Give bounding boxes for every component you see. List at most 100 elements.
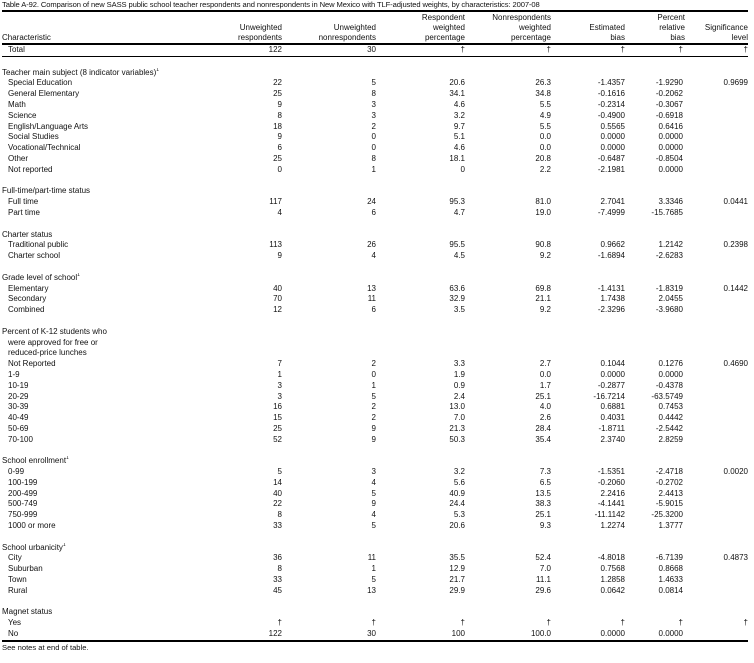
cell-unweighted-respondents: 122 [202,629,282,642]
cell-estimated-bias: 1.7438 [600,294,625,304]
cell-estimated-bias: 1.2858 [600,575,625,585]
cell-nonrespondents-weighted-percentage: 9.3 [539,521,551,531]
cell-unweighted-nonrespondents: 3 [371,110,376,120]
cell-nonrespondents-weighted-percentage: 2.6 [539,413,551,423]
cell-significance-level [685,208,748,219]
cell-respondent-weighted-percentage: 32.9 [449,294,465,304]
section-title: Full-time/part-time status [2,186,91,196]
column-header-significance-level: Significance level [685,11,748,44]
cell-unweighted-nonrespondents: 3 [371,467,376,477]
cell-respondent-weighted-percentage: 3.2 [453,467,465,477]
section-header: School enrollment1 [2,456,748,467]
cell-nonrespondents-weighted-percentage: 0.0 [539,369,551,379]
cell-respondent-weighted-percentage: 100 [376,629,465,642]
cell-characteristic: 1-9 [8,369,20,379]
cell-nonrespondents-weighted-percentage: 1.7 [539,380,551,390]
cell-nonrespondents-weighted-percentage: 7.3 [539,467,551,477]
cell-unweighted-respondents: 6 [277,143,282,153]
cell-nonrespondents-weighted-percentage: 5.5 [539,121,551,131]
cell-estimated-bias: 0.0000 [600,143,625,153]
cell-percent-relative-bias: -0.6918 [655,110,683,120]
column-header-text: relative [659,23,685,32]
cell-respondent-weighted-percentage: 13.0 [449,402,465,412]
cell-unweighted-respondents: 33 [273,575,282,585]
column-header-characteristic: Characteristic [2,11,202,44]
cell-unweighted-nonrespondents: 4 [371,251,376,261]
cell-percent-relative-bias: 1.2142 [658,240,683,250]
cell-unweighted-nonrespondents: 9 [371,423,376,433]
cell-respondent-weighted-percentage: 9.7 [453,121,465,131]
cell-significance-level [685,111,748,122]
cell-respondent-weighted-percentage: 29.9 [449,585,465,595]
cell-nonrespondents-weighted-percentage: 6.5 [539,477,551,487]
cell-nonrespondents-weighted-percentage: 4.9 [539,110,551,120]
cell-unweighted-nonrespondents: 30 [282,629,376,642]
cell-nonrespondents-weighted-percentage: 69.8 [535,283,551,293]
cell-respondent-weighted-percentage: 34.1 [449,89,465,99]
cell-nonrespondents-weighted-percentage: 25.1 [535,391,551,401]
cell-characteristic: Combined [8,305,45,315]
cell-percent-relative-bias: -3.9680 [655,305,683,315]
cell-unweighted-nonrespondents: 1 [371,164,376,174]
cell-unweighted-nonrespondents: 5 [371,488,376,498]
cell-percent-relative-bias: -0.3067 [655,99,683,109]
cell-nonrespondents-weighted-percentage: 20.8 [535,153,551,163]
cell-nonrespondents-weighted-percentage: 28.4 [535,423,551,433]
cell-significance-level: 0.2398 [723,240,748,250]
cell-estimated-bias: -0.1616 [597,89,625,99]
cell-nonrespondents-weighted-percentage: 90.8 [535,240,551,250]
cell-respondent-weighted-percentage: 5.3 [453,510,465,520]
cell-estimated-bias: -2.1981 [597,164,625,174]
cell-percent-relative-bias: -5.9015 [655,499,683,509]
cell-significance-level [685,381,748,392]
cell-percent-relative-bias: -0.2702 [655,477,683,487]
cell-characteristic: 10-19 [8,380,29,390]
cell-unweighted-nonrespondents: 4 [371,510,376,520]
cell-estimated-bias: 0.5565 [600,121,625,131]
cell-respondent-weighted-percentage: 63.6 [449,283,465,293]
table-row: 1000 or more 33 5 20.6 9.3 1.2274 1.3777 [2,521,748,532]
cell-significance-level [685,251,748,262]
cell-unweighted-respondents: 52 [273,434,282,444]
cell-characteristic: Secondary [8,294,47,304]
cell-significance-level [685,100,748,111]
column-header-estimated-bias: Estimated bias [551,11,625,44]
cell-respondent-weighted-percentage: 5.6 [453,477,465,487]
cell-estimated-bias: -1.4357 [597,78,625,88]
cell-respondent-weighted-percentage: 4.5 [453,251,465,261]
cell-unweighted-nonrespondents: 26 [367,240,376,250]
cell-estimated-bias: -2.3296 [597,305,625,315]
spacer-row [2,56,748,67]
cell-significance-level [685,89,748,100]
cell-characteristic: No [2,629,202,642]
column-header-text: Percent [657,13,685,22]
cell-percent-relative-bias: 0.4442 [658,413,683,423]
table-row: Yes † † † † † † † [2,618,748,629]
cell-significance-level: † [685,44,748,57]
cell-significance-level [685,521,748,532]
cell-characteristic: 30-39 [8,402,29,412]
cell-significance-level: † [743,618,748,628]
section-header: Charter status [2,230,748,241]
column-header-unweighted-nonrespondents: Unweighted nonrespondents [282,11,376,44]
cell-nonrespondents-weighted-percentage: 35.4 [535,434,551,444]
table-row: English/Language Arts 18 2 9.7 5.5 0.5565 0.64… [2,122,748,133]
spacer-row [2,219,748,230]
column-header-respondent-weighted-percentage: Respondent weighted percentage [376,11,465,44]
cell-percent-relative-bias: -0.2062 [655,89,683,99]
cell-unweighted-respondents: 1 [277,369,282,379]
table-row: Not reported 0 1 0 2.2 -2.1981 0.0000 [2,165,748,176]
table-row: 1-9 1 0 1.9 0.0 0.0000 0.0000 [2,370,748,381]
cell-estimated-bias: -0.2877 [597,380,625,390]
column-header-text: bias [610,33,625,42]
cell-significance-level [685,489,748,500]
cell-unweighted-respondents: 9 [277,132,282,142]
cell-percent-relative-bias: 0.7453 [658,402,683,412]
cell-unweighted-nonrespondents: 9 [371,499,376,509]
cell-unweighted-nonrespondents: 2 [371,402,376,412]
cell-percent-relative-bias: -1.9290 [655,78,683,88]
cell-nonrespondents-weighted-percentage: † [465,44,551,57]
cell-percent-relative-bias: 0.0000 [658,132,683,142]
cell-percent-relative-bias: 0.6416 [658,121,683,131]
